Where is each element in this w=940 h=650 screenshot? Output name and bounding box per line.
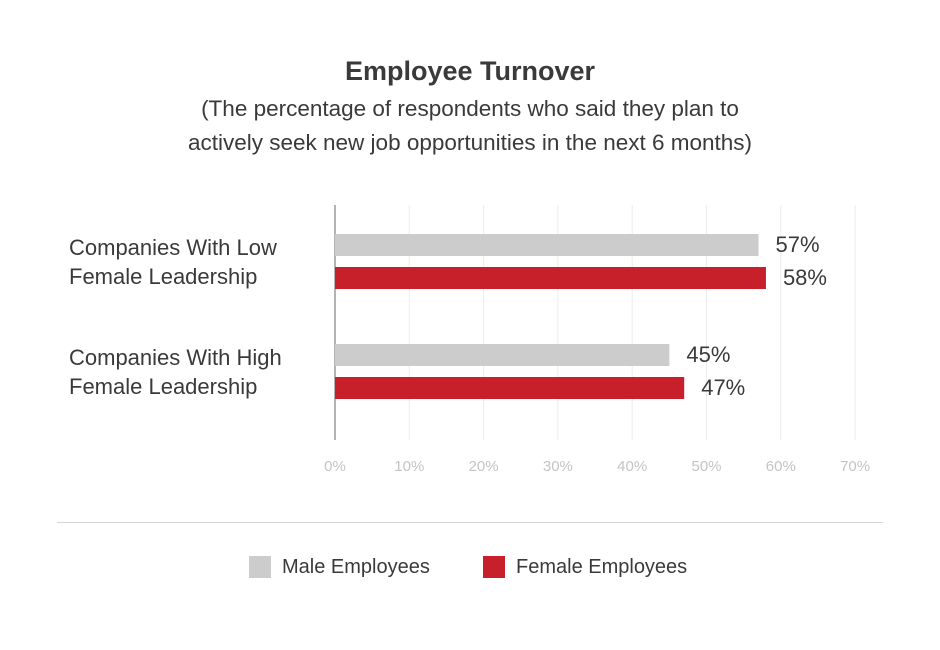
legend-item-male: Male Employees — [249, 554, 430, 580]
value-label-female-1: 47% — [701, 375, 745, 400]
bar-male-1 — [335, 344, 670, 366]
chart-subtitle-line-2: actively seek new job opportunities in t… — [187, 130, 753, 155]
x-tick-label-2: 20% — [469, 458, 499, 475]
category-label-0-line-1: Companies With Low — [69, 235, 277, 260]
legend-swatch-female — [483, 556, 505, 578]
legend-label-female: Female Employees — [516, 555, 688, 578]
category-label-1-line-2: Female Leadership — [69, 374, 257, 399]
legend-swatch-male — [249, 556, 271, 578]
bar-female-0 — [335, 267, 766, 289]
x-tick-label-5: 50% — [691, 458, 721, 475]
chart-title: Employee Turnover — [344, 56, 596, 86]
legend-divider — [57, 522, 883, 523]
x-tick-label-4: 40% — [617, 458, 647, 475]
bar-chart: 0% 10% 20% 30% 40% 50% 60% 70% Companies With Lo… — [69, 205, 870, 475]
bar-female-1 — [335, 377, 685, 399]
bar-male-0 — [335, 234, 759, 256]
x-tick-label-7: 70% — [840, 458, 870, 475]
category-label-1-line-1: Companies With High — [69, 345, 282, 370]
x-tick-label-1: 10% — [394, 458, 424, 475]
x-tick-label-0: 0% — [324, 458, 346, 475]
value-label-male-1: 45% — [686, 342, 730, 367]
value-label-male-0: 57% — [776, 232, 820, 257]
legend-item-female: Female Employees — [483, 554, 687, 580]
x-tick-label-6: 60% — [766, 458, 796, 475]
x-tick-label-3: 30% — [543, 458, 573, 475]
category-label-0-line-2: Female Leadership — [69, 264, 257, 289]
chart-subtitle-line-1: (The percentage of respondents who said … — [201, 96, 739, 121]
value-label-female-0: 58% — [783, 265, 827, 290]
legend-label-male: Male Employees — [282, 555, 430, 578]
legend: Male Employees Female Employees — [0, 554, 940, 580]
